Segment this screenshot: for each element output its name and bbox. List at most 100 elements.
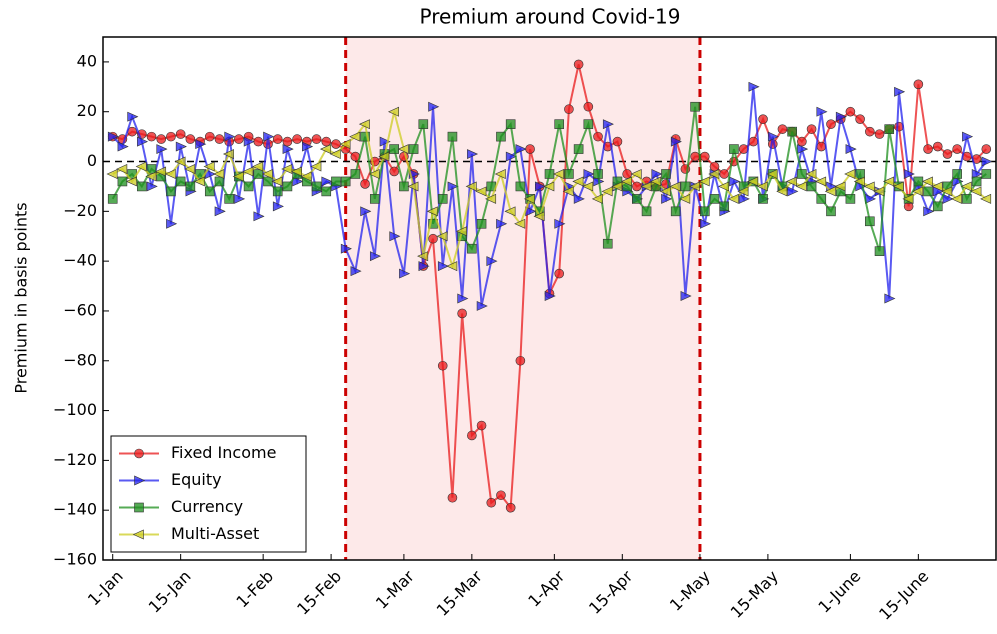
x-tick-label: 1-Apr <box>524 566 568 610</box>
marker <box>785 176 797 187</box>
marker <box>708 169 720 179</box>
marker <box>913 79 924 90</box>
marker <box>544 291 556 301</box>
marker <box>155 166 167 177</box>
marker <box>203 161 215 172</box>
marker <box>496 131 506 142</box>
marker <box>756 181 768 192</box>
marker <box>156 144 168 155</box>
marker <box>263 176 273 187</box>
marker <box>923 144 933 154</box>
marker <box>515 144 527 155</box>
marker <box>134 502 144 513</box>
marker <box>340 176 351 187</box>
marker <box>300 171 312 182</box>
marker <box>137 136 149 147</box>
marker <box>271 176 283 187</box>
marker <box>457 308 467 319</box>
marker <box>475 186 487 197</box>
marker <box>690 101 700 112</box>
marker <box>494 169 506 179</box>
marker <box>630 169 642 179</box>
marker <box>125 176 137 187</box>
marker <box>729 176 741 187</box>
legend-label: Equity <box>171 470 222 489</box>
marker <box>496 218 508 229</box>
y-tick-label: 20 <box>77 101 97 120</box>
marker <box>902 193 914 204</box>
marker <box>845 194 856 204</box>
y-tick-label: −160 <box>53 550 97 569</box>
marker <box>486 256 498 267</box>
marker <box>504 206 516 217</box>
marker <box>572 176 584 187</box>
plot-lines <box>106 59 993 513</box>
marker <box>602 119 614 130</box>
marker <box>661 193 673 204</box>
marker <box>640 181 652 192</box>
marker <box>465 181 477 192</box>
marker <box>670 136 682 147</box>
marker <box>583 101 594 112</box>
marker <box>709 161 720 172</box>
marker <box>826 206 836 217</box>
marker <box>428 233 438 244</box>
marker <box>389 231 401 242</box>
marker <box>224 194 234 204</box>
marker <box>700 151 710 162</box>
marker <box>135 161 147 172</box>
marker <box>971 169 983 179</box>
marker <box>533 211 545 222</box>
x-tick-label: 15-Jan <box>145 567 195 617</box>
marker <box>651 169 663 179</box>
marker <box>650 176 662 187</box>
marker <box>932 141 943 152</box>
marker <box>350 266 362 277</box>
x-tick-label: 15-Mar <box>433 566 487 620</box>
marker <box>611 181 623 192</box>
x-tick-label: 1-June <box>814 567 864 617</box>
marker <box>593 169 603 179</box>
marker <box>622 169 632 179</box>
marker <box>224 131 236 142</box>
marker <box>184 164 196 174</box>
marker <box>776 186 788 197</box>
marker <box>407 181 419 192</box>
marker <box>981 156 993 167</box>
marker <box>339 139 351 150</box>
marker <box>436 231 448 242</box>
marker <box>853 176 865 187</box>
marker <box>156 134 167 144</box>
marker <box>797 169 807 179</box>
marker <box>797 136 807 147</box>
marker <box>329 149 341 160</box>
marker <box>719 201 730 212</box>
chart-title: Premium around Covid-19 <box>420 5 681 29</box>
marker <box>232 171 244 182</box>
marker <box>321 176 333 187</box>
marker <box>767 131 779 142</box>
marker <box>835 111 847 122</box>
legend-label: Fixed Income <box>171 443 276 462</box>
marker <box>748 81 760 92</box>
marker <box>292 134 302 144</box>
marker <box>632 181 642 192</box>
marker <box>195 139 207 150</box>
marker <box>737 186 749 197</box>
marker <box>554 268 565 279</box>
marker <box>620 176 632 187</box>
marker <box>797 144 809 155</box>
marker <box>146 131 157 142</box>
marker <box>688 181 700 192</box>
marker <box>787 126 797 137</box>
marker <box>573 59 584 70</box>
marker <box>134 475 146 486</box>
marker <box>117 176 128 187</box>
marker <box>562 186 574 197</box>
marker <box>601 186 613 197</box>
marker <box>127 111 139 122</box>
marker <box>766 169 778 179</box>
marker <box>253 211 265 222</box>
marker <box>282 181 293 192</box>
marker <box>282 136 293 147</box>
